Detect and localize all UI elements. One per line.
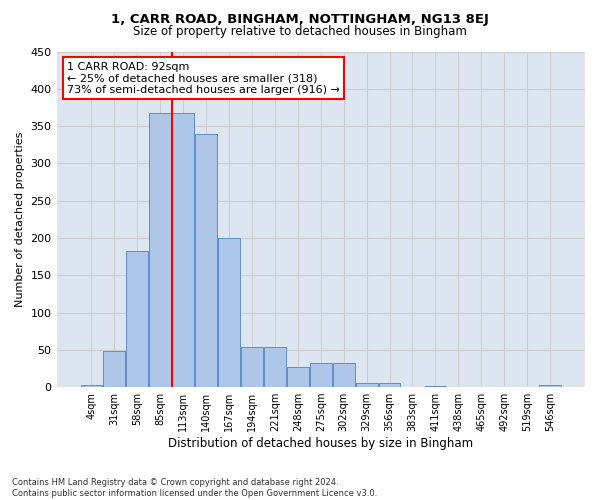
- Text: Size of property relative to detached houses in Bingham: Size of property relative to detached ho…: [133, 25, 467, 38]
- Text: 1, CARR ROAD, BINGHAM, NOTTINGHAM, NG13 8EJ: 1, CARR ROAD, BINGHAM, NOTTINGHAM, NG13 …: [111, 12, 489, 26]
- Bar: [103, 352, 125, 387]
- Bar: [379, 382, 400, 387]
- Bar: [218, 238, 240, 387]
- Bar: [425, 386, 446, 387]
- Bar: [127, 252, 148, 387]
- Bar: [149, 112, 171, 387]
- Bar: [287, 367, 309, 387]
- Bar: [264, 347, 286, 387]
- Bar: [241, 347, 263, 387]
- Y-axis label: Number of detached properties: Number of detached properties: [15, 132, 25, 307]
- Bar: [195, 134, 217, 387]
- Bar: [333, 363, 355, 387]
- Bar: [539, 385, 561, 387]
- Text: Contains HM Land Registry data © Crown copyright and database right 2024.
Contai: Contains HM Land Registry data © Crown c…: [12, 478, 377, 498]
- Text: 1 CARR ROAD: 92sqm
← 25% of detached houses are smaller (318)
73% of semi-detach: 1 CARR ROAD: 92sqm ← 25% of detached hou…: [67, 62, 340, 95]
- Bar: [310, 363, 332, 387]
- Bar: [80, 385, 103, 387]
- Bar: [356, 382, 377, 387]
- Bar: [172, 112, 194, 387]
- X-axis label: Distribution of detached houses by size in Bingham: Distribution of detached houses by size …: [168, 437, 473, 450]
